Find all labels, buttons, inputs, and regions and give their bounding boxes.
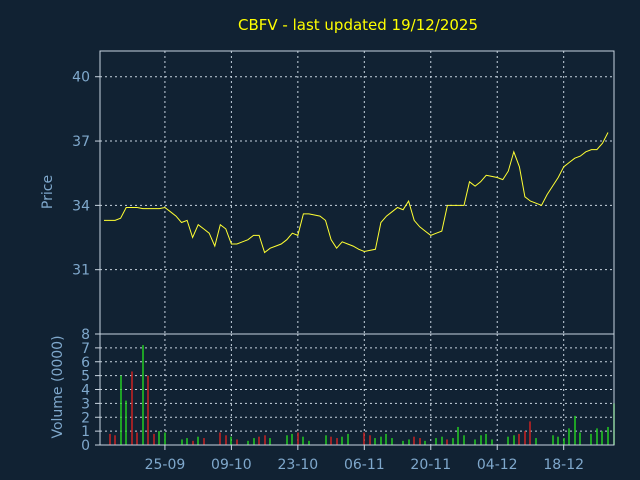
price-gridlines (100, 51, 614, 334)
volume-tick-label: 0 (81, 438, 90, 454)
price-tick-label: 37 (72, 134, 90, 150)
date-tick-label: 04-12 (477, 457, 518, 473)
price-axis-label: Price (40, 175, 56, 209)
volume-tick-label: 7 (81, 341, 90, 357)
volume-tick-label: 8 (81, 327, 90, 343)
volume-panel-frame (99, 333, 615, 446)
volume-tick-label: 6 (81, 355, 90, 371)
chart-title: CBFV - last updated 19/12/2025 (238, 16, 478, 34)
price-line (104, 132, 609, 254)
date-tick-label: 09-10 (211, 457, 252, 473)
date-tick-label: 25-09 (145, 457, 186, 473)
volume-tick-label: 3 (81, 396, 90, 412)
volume-axis-label: Volume (0000) (50, 335, 66, 438)
volume-tick-label: 5 (81, 369, 90, 385)
date-tick-label: 23-10 (278, 457, 319, 473)
volume-bars (109, 345, 615, 445)
price-tick-label: 40 (72, 70, 90, 86)
date-tick-label: 18-12 (543, 457, 584, 473)
date-tick-label: 06-11 (344, 457, 385, 473)
price-panel-frame (99, 50, 615, 335)
volume-tick-label: 4 (81, 383, 90, 399)
volume-gridlines (100, 334, 614, 445)
date-tick-label: 20-11 (410, 457, 451, 473)
price-tick-label: 31 (72, 263, 90, 279)
price-tick-label: 34 (72, 198, 90, 214)
date-axis: 25-09 09-10 23-10 06-11 20-11 04-12 18-12 (145, 445, 584, 473)
price-axis: 31 34 37 40 (72, 70, 100, 279)
volume-tick-label: 2 (81, 410, 90, 426)
volume-tick-label: 1 (81, 424, 90, 440)
